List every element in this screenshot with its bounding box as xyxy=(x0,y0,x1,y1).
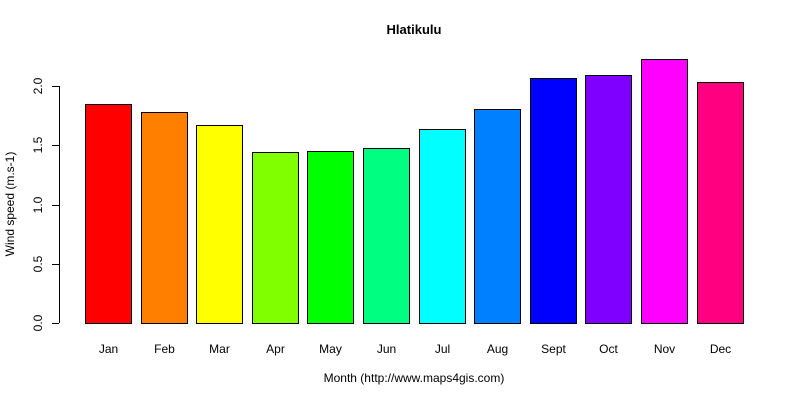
x-tick-label: Jun xyxy=(376,342,397,356)
bar-apr xyxy=(252,152,299,324)
bar-may xyxy=(307,151,354,324)
y-tick-label: 0.5 xyxy=(31,255,45,273)
x-tick-label: Mar xyxy=(209,342,230,356)
bar-nov xyxy=(641,59,688,324)
bar-dec xyxy=(697,82,744,324)
y-tick xyxy=(52,205,59,206)
y-tick xyxy=(52,264,59,265)
bar-sept xyxy=(530,78,577,324)
y-tick-label: 2.0 xyxy=(31,77,45,95)
y-tick-label: 1.0 xyxy=(31,196,45,214)
x-tick-label: Jan xyxy=(98,342,119,356)
bar-feb xyxy=(141,112,188,324)
bar-mar xyxy=(196,125,243,324)
x-tick-label: Apr xyxy=(266,342,285,356)
x-axis-label: Month (http://www.maps4gis.com) xyxy=(323,371,505,385)
y-tick-label: 0.0 xyxy=(31,314,45,332)
x-tick-label: Dec xyxy=(709,342,732,356)
y-axis-line xyxy=(59,86,60,323)
x-tick-label: Jul xyxy=(434,342,451,356)
bar-oct xyxy=(585,75,632,324)
x-tick-label: Feb xyxy=(154,342,175,356)
chart-title: Hlatikulu xyxy=(386,22,442,37)
y-tick xyxy=(52,323,59,324)
x-tick-label: Nov xyxy=(653,342,676,356)
y-tick-label: 1.5 xyxy=(31,136,45,154)
bar-jul xyxy=(419,129,466,324)
x-tick-label: May xyxy=(319,342,342,356)
x-tick-label: Aug xyxy=(486,342,509,356)
bar-aug xyxy=(474,109,521,324)
y-tick xyxy=(52,145,59,146)
x-tick-label: Sept xyxy=(541,342,566,356)
bar-jun xyxy=(363,148,410,324)
y-tick xyxy=(52,86,59,87)
x-tick-label: Oct xyxy=(599,342,618,356)
y-axis-label: Wind speed (m.s-1) xyxy=(3,151,17,257)
bar-jan xyxy=(85,104,132,324)
